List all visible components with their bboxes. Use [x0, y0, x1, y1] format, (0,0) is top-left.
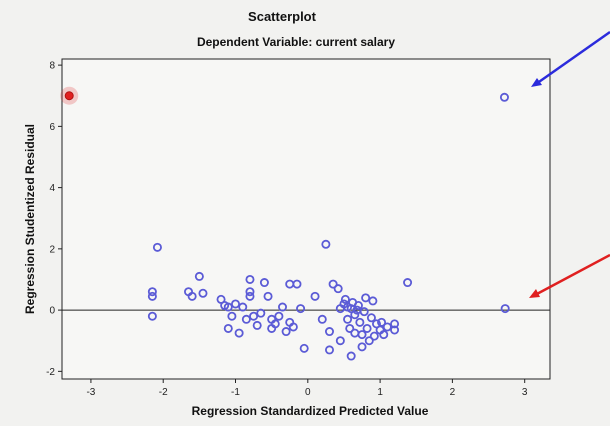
- y-tick-label: 6: [49, 122, 55, 133]
- annotation-arrow-blue: [531, 30, 610, 87]
- scatter-point: [364, 336, 374, 346]
- scatter-point: [343, 314, 353, 324]
- scatter-point: [324, 345, 334, 355]
- x-tick-label: -2: [159, 387, 168, 398]
- scatter-point: [256, 308, 266, 318]
- y-tick-label: -2: [46, 367, 55, 378]
- y-tick-label: 0: [49, 306, 55, 317]
- scatter-point: [147, 287, 157, 297]
- scatter-point: [361, 293, 371, 303]
- scatter-point: [377, 317, 387, 327]
- chart-title: Scatterplot: [248, 9, 317, 24]
- x-axis-title: Regression Standardized Predicted Value: [192, 404, 429, 418]
- scatter-point: [350, 310, 360, 320]
- x-tick-label: 3: [522, 387, 528, 398]
- scatter-point: [238, 302, 248, 312]
- scatter-point: [241, 314, 251, 324]
- scatter-point: [231, 299, 241, 309]
- scatter-point: [500, 304, 510, 314]
- scatter-point: [357, 330, 367, 340]
- scatter-point: [187, 291, 197, 301]
- x-tick-label: 0: [305, 387, 311, 398]
- scatter-point: [369, 331, 379, 341]
- scatter-point: [382, 322, 392, 332]
- scatter-point: [299, 343, 309, 353]
- annotation-arrow-red: [529, 253, 610, 298]
- scatter-point: [278, 302, 288, 312]
- scatter-point: [390, 319, 400, 329]
- scatter-point: [403, 278, 413, 288]
- scatter-point: [259, 278, 269, 288]
- scatter-point: [234, 328, 244, 338]
- scatter-point: [353, 301, 363, 311]
- scatter-point: [359, 307, 369, 317]
- scatter-point: [362, 323, 372, 333]
- scatter-point: [379, 330, 389, 340]
- scatter-point: [368, 296, 378, 306]
- scatter-point: [357, 342, 367, 352]
- scatter-point: [366, 313, 376, 323]
- scatter-point: [345, 323, 355, 333]
- scatter-point: [223, 323, 233, 333]
- scatter-point: [252, 320, 262, 330]
- scatter-point: [245, 274, 255, 284]
- scatter-point: [274, 311, 284, 321]
- scatter-point: [147, 311, 157, 321]
- scatter-point: [227, 311, 237, 321]
- scatter-point: [324, 327, 334, 337]
- scatter-point: [147, 291, 157, 301]
- y-tick-label: 8: [49, 61, 55, 72]
- scatter-point: [317, 314, 327, 324]
- y-axis: -2 0 2 4 6 8: [46, 61, 62, 378]
- y-tick-label: 2: [49, 244, 55, 255]
- chart-subtitle: Dependent Variable: current salary: [197, 35, 395, 49]
- highlighted-outlier: [60, 86, 79, 105]
- scatter-point: [390, 325, 400, 335]
- x-tick-label: 2: [450, 387, 456, 398]
- scatter-point: [152, 242, 162, 252]
- x-tick-label: 1: [377, 387, 383, 398]
- scatter-point: [263, 291, 273, 301]
- x-tick-label: -1: [231, 387, 240, 398]
- y-tick-label: 4: [49, 183, 55, 194]
- scatter-point: [340, 294, 350, 304]
- scatter-point: [333, 284, 343, 294]
- scatter-point: [346, 351, 356, 361]
- scatter-point: [292, 279, 302, 289]
- scatter-point: [245, 291, 255, 301]
- scatter-point: [296, 304, 306, 314]
- scatter-point: [223, 302, 233, 312]
- scatter-point: [245, 287, 255, 297]
- scatter-point: [288, 322, 298, 332]
- scatter-point: [194, 271, 204, 281]
- x-tick-label: -3: [86, 387, 95, 398]
- scatter-point: [499, 92, 509, 102]
- highlight-point: [64, 91, 74, 101]
- scatter-point: [355, 317, 365, 327]
- data-points: [147, 92, 510, 361]
- scatter-point: [270, 319, 280, 329]
- scatter-point: [281, 327, 291, 337]
- scatter-point: [328, 279, 338, 289]
- scatter-point: [198, 288, 208, 298]
- x-axis: -3 -2 -1 0 1 2 3: [86, 379, 528, 398]
- y-axis-title: Regression Studentized Residual: [23, 124, 37, 314]
- scatter-point: [321, 239, 331, 249]
- scatter-point: [249, 311, 259, 321]
- plot-area: [61, 58, 551, 380]
- scatter-point: [310, 291, 320, 301]
- scatter-point: [335, 336, 345, 346]
